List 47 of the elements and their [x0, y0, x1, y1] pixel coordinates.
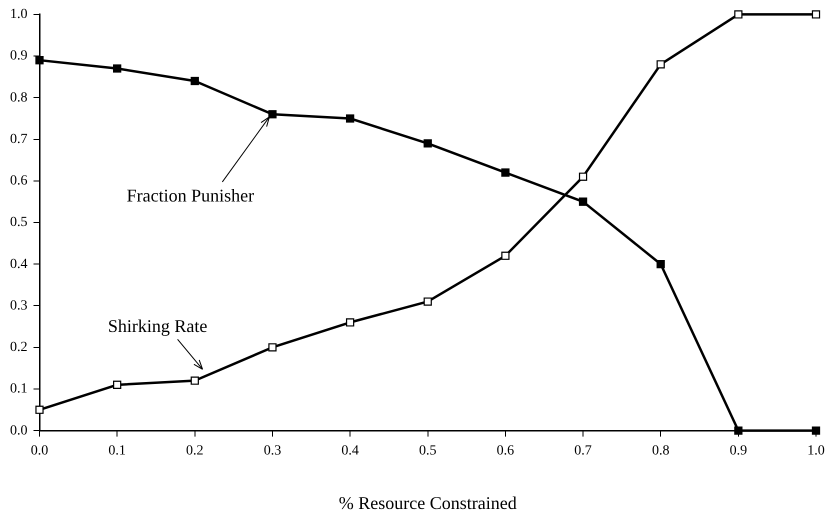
point — [424, 139, 432, 148]
x-tick-label: 1.0 — [807, 444, 825, 459]
point — [190, 376, 199, 385]
x-tick-label: 0.2 — [186, 444, 204, 459]
y-tick-label: 0.4 — [10, 256, 28, 272]
point — [578, 198, 588, 206]
point — [501, 168, 510, 177]
point — [812, 10, 820, 19]
point — [656, 60, 665, 68]
y-tick-label: 0.9 — [10, 48, 28, 64]
x-tick-label: 0.0 — [30, 444, 48, 459]
x-axis-title: % Resource Constrained — [338, 492, 517, 513]
x-tick-label: 0.4 — [341, 444, 359, 459]
y-tick-label: 1.0 — [10, 7, 28, 22]
text: Shirking Rate — [108, 316, 208, 336]
x-tick-label: 0.5 — [419, 444, 436, 459]
point — [35, 406, 44, 414]
point — [113, 64, 122, 73]
point — [424, 297, 432, 306]
point — [190, 76, 199, 86]
y-tick-label: 0.7 — [10, 132, 28, 147]
point — [346, 318, 354, 327]
point — [734, 426, 742, 435]
y-tick-label: 0.6 — [10, 174, 28, 189]
x-tick-label: 0.6 — [496, 444, 514, 459]
y-tick-label: 0.1 — [10, 382, 28, 397]
x-tick-label: 0.8 — [652, 444, 670, 459]
point — [501, 252, 510, 260]
y-tick-label: 0.5 — [10, 215, 28, 230]
point — [812, 426, 820, 435]
x-tick-label: 0.1 — [108, 444, 126, 459]
y-tick-label: 0.0 — [10, 423, 28, 438]
point — [35, 56, 44, 64]
point — [656, 260, 665, 268]
y-tick-label: 0.3 — [10, 298, 28, 314]
x-tick-label: 0.9 — [730, 444, 748, 459]
point — [268, 110, 277, 118]
point — [346, 114, 354, 123]
x-tick-label: 0.7 — [574, 444, 592, 459]
point — [268, 343, 277, 352]
point — [113, 380, 122, 389]
point — [734, 10, 742, 19]
x-tick-label: 0.3 — [264, 444, 282, 459]
point — [578, 172, 588, 181]
y-tick-label: 0.2 — [10, 340, 28, 356]
y-tick-label: 0.8 — [10, 90, 28, 106]
text: Fraction Punisher — [126, 186, 254, 206]
